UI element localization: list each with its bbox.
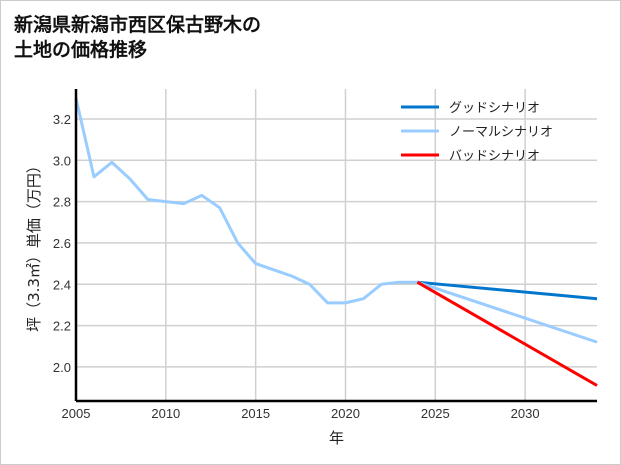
x-axis-label: 年 bbox=[329, 429, 344, 447]
x-tick-label: 2030 bbox=[511, 406, 540, 421]
y-tick-label: 2.4 bbox=[53, 277, 71, 292]
y-tick-label: 2.8 bbox=[53, 195, 71, 210]
legend-label: ノーマルシナリオ bbox=[449, 125, 553, 140]
y-axis-label: 坪（3.3㎡）単価（万円） bbox=[25, 158, 43, 332]
x-tick-label: 2010 bbox=[151, 406, 180, 421]
y-tick-label: 3.0 bbox=[53, 153, 71, 168]
x-tick-label: 2015 bbox=[241, 406, 270, 421]
y-tick-label: 3.2 bbox=[53, 112, 71, 127]
series-line-0 bbox=[417, 280, 598, 301]
y-tick-label: 2.2 bbox=[53, 319, 71, 334]
y-tick-label: 2.0 bbox=[53, 360, 71, 375]
title-line-2: 土地の価格推移 bbox=[14, 39, 148, 61]
legend-label: グッドシナリオ bbox=[449, 101, 540, 116]
chart-title: 新潟県新潟市西区保古野木の 土地の価格推移 bbox=[14, 13, 261, 63]
y-tick-label: 2.6 bbox=[53, 236, 71, 251]
x-tick-label: 2025 bbox=[421, 406, 450, 421]
x-tick-label: 2020 bbox=[331, 406, 360, 421]
series-line-1 bbox=[74, 97, 598, 344]
title-line-1: 新潟県新潟市西区保古野木の bbox=[14, 14, 262, 36]
series-line-2 bbox=[416, 280, 598, 387]
x-tick-label: 2005 bbox=[62, 406, 91, 421]
legend-label: バッドシナリオ bbox=[449, 149, 540, 164]
